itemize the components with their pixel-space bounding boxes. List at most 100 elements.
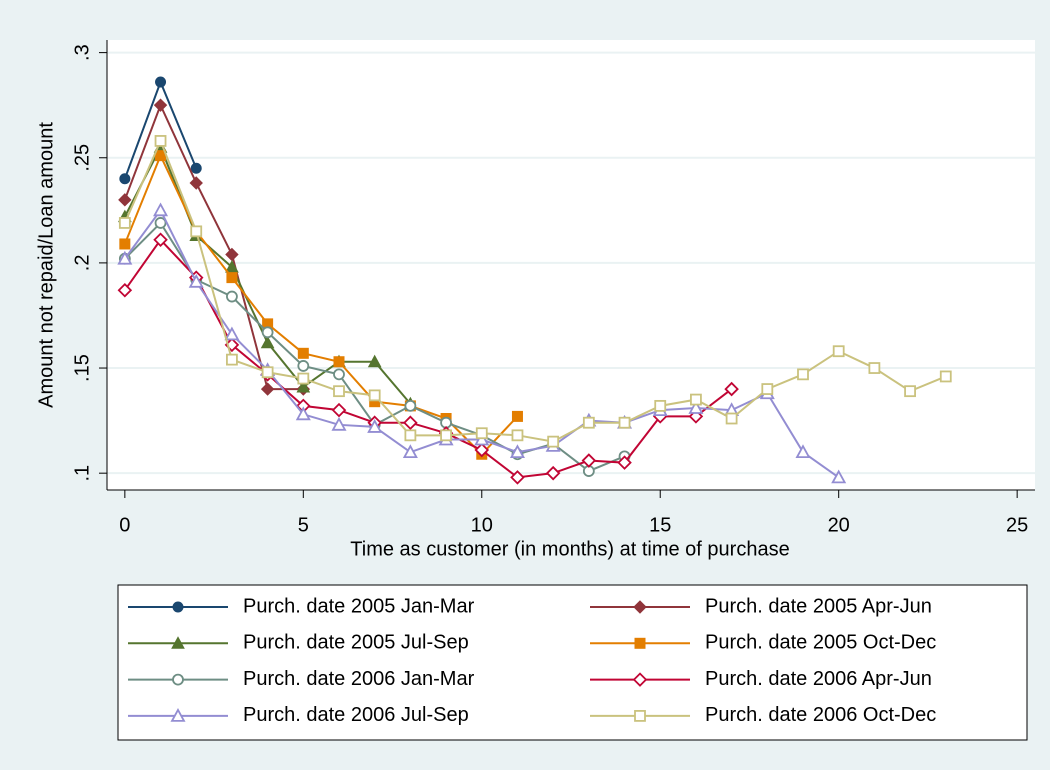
marker [832, 345, 845, 358]
marker [510, 470, 525, 485]
marker [331, 402, 347, 418]
marker [226, 353, 238, 366]
marker [511, 410, 523, 422]
marker [260, 335, 275, 349]
marker [403, 415, 418, 430]
legend-label: Purch. date 2006 Oct-Dec [705, 704, 936, 726]
marker [581, 453, 597, 468]
marker [260, 382, 275, 396]
marker [170, 708, 186, 722]
y-tick-label: .25 [71, 144, 93, 172]
x-tick-label: 0 [119, 514, 130, 536]
y-tick-label: .2 [71, 255, 93, 272]
marker [153, 98, 168, 112]
marker [868, 362, 881, 374]
marker [367, 419, 383, 433]
series-line [123, 138, 947, 443]
marker [295, 406, 311, 421]
marker [633, 600, 647, 614]
legend-box [117, 584, 1028, 741]
marker [190, 162, 202, 174]
marker [831, 469, 847, 484]
x-tick-label: 20 [828, 514, 850, 536]
marker [153, 232, 168, 248]
marker [367, 354, 382, 368]
marker [617, 455, 632, 470]
marker [119, 238, 131, 250]
marker [225, 260, 239, 273]
y-axis-title: Amount not repaid/Loan amount [35, 122, 57, 408]
legend-label: Purch. date 2006 Apr-Jun [705, 668, 932, 690]
marker [690, 393, 702, 406]
marker [904, 385, 916, 398]
y-tick-label: .1 [71, 465, 93, 482]
marker [333, 385, 345, 398]
legend-label: Purch. date 2005 Apr-Jun [705, 595, 932, 617]
marker [404, 399, 417, 412]
marker [404, 429, 417, 442]
marker [190, 225, 203, 238]
marker [261, 366, 274, 379]
marker [296, 379, 311, 393]
marker [154, 135, 167, 147]
marker [226, 290, 238, 303]
marker [440, 429, 452, 442]
marker [172, 601, 184, 613]
legend-label: Purch. date 2006 Jul-Sep [243, 704, 469, 726]
marker [117, 282, 133, 298]
marker [688, 400, 704, 414]
marker [634, 637, 646, 649]
marker [724, 381, 739, 397]
marker [761, 383, 774, 395]
marker [511, 429, 524, 442]
marker [297, 347, 309, 359]
legend-label: Purch. date 2005 Oct-Dec [705, 632, 936, 654]
marker [725, 412, 738, 425]
marker [368, 389, 381, 402]
x-axis-title: Time as customer (in months) at time of … [350, 538, 789, 560]
marker [632, 672, 648, 687]
marker [297, 372, 310, 385]
marker [475, 427, 488, 440]
marker [118, 193, 132, 207]
marker [634, 710, 646, 722]
marker [172, 673, 184, 686]
x-tick-label: 25 [1006, 514, 1028, 536]
marker [154, 217, 167, 229]
legend-label: Purch. date 2005 Jan-Mar [243, 595, 475, 617]
marker [402, 444, 418, 459]
marker [333, 368, 345, 381]
marker [331, 416, 347, 431]
x-tick-label: 15 [649, 514, 671, 536]
marker [939, 370, 952, 383]
series-line [124, 238, 733, 479]
marker [618, 416, 631, 429]
plot-area [107, 40, 1035, 490]
marker [333, 356, 345, 368]
marker [795, 444, 811, 459]
legend-label: Purch. date 2005 Jul-Sep [243, 632, 469, 654]
legend-label: Purch. date 2006 Jan-Mar [243, 668, 475, 690]
marker [171, 636, 185, 649]
marker [224, 326, 240, 341]
marker [509, 444, 525, 459]
y-tick-label: .15 [71, 354, 93, 382]
y-tick-label: .3 [71, 44, 93, 61]
marker [547, 435, 560, 448]
marker [188, 273, 204, 288]
marker [155, 76, 167, 88]
marker [119, 173, 131, 185]
marker [474, 442, 490, 458]
marker [545, 465, 561, 481]
marker [297, 360, 310, 372]
marker [153, 202, 169, 217]
marker [117, 250, 133, 265]
x-tick-label: 5 [298, 514, 309, 536]
marker [118, 217, 131, 229]
marker [226, 272, 238, 284]
x-tick-label: 10 [471, 514, 493, 536]
marker [582, 416, 595, 429]
marker [261, 326, 274, 339]
marker [797, 368, 809, 381]
